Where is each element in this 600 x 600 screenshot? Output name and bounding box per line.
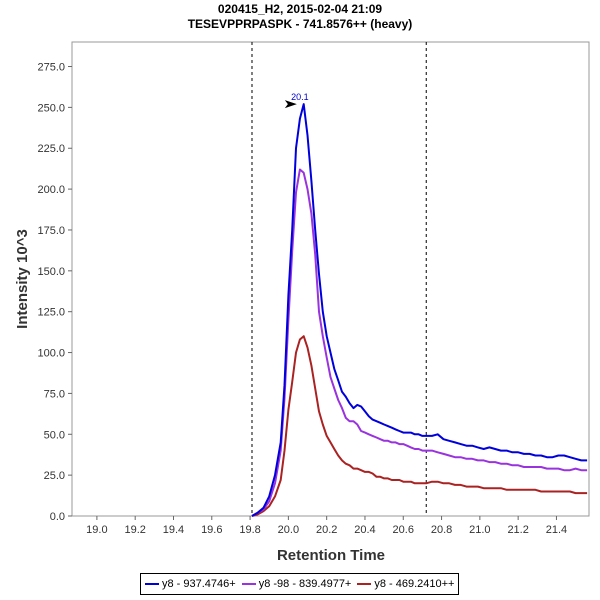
legend-swatch bbox=[357, 583, 372, 585]
peak-arrow-icon bbox=[284, 100, 297, 109]
legend-swatch bbox=[241, 583, 256, 585]
series-line-3 bbox=[251, 335, 588, 517]
y-axis-ticks: 0.0 25.0 50.0 75.0 100.0 125.0 150.0 175.0 200.0… bbox=[37, 62, 72, 523]
x-tick-label: 21.4 bbox=[546, 524, 567, 536]
x-tick-label: 20.6 bbox=[393, 524, 414, 536]
y-tick-label: 0.0 bbox=[50, 511, 65, 523]
y-tick-label: 175.0 bbox=[37, 225, 65, 237]
y-axis-label: Intensity 10^3 bbox=[14, 229, 31, 329]
y-tick-label: 125.0 bbox=[37, 307, 65, 319]
y-tick-label: 25.0 bbox=[44, 470, 65, 482]
x-tick-label: 21.2 bbox=[507, 524, 528, 536]
x-tick-label: 19.4 bbox=[163, 524, 184, 536]
x-tick-label: 20.0 bbox=[278, 524, 299, 536]
legend-item-1: y8 - 937.4746+ bbox=[145, 578, 236, 590]
x-tick-label: 20.8 bbox=[431, 524, 452, 536]
y-tick-label: 250.0 bbox=[37, 102, 65, 114]
series-lines bbox=[251, 103, 588, 517]
legend-label: y8 - 469.2410++ bbox=[374, 578, 455, 590]
y-tick-label: 75.0 bbox=[44, 388, 65, 400]
legend: y8 - 937.4746+ y8 -98 - 839.4977+ y8 - 469… bbox=[140, 573, 460, 595]
x-tick-label: 19.2 bbox=[124, 524, 145, 536]
legend-label: y8 -98 - 839.4977+ bbox=[258, 578, 352, 590]
legend-label: y8 - 937.4746+ bbox=[162, 578, 236, 590]
x-axis-ticks: 19.0 19.2 19.4 19.6 19.8 20.0 20.2 20.4 20.6 20.8… bbox=[86, 516, 567, 536]
peak-annotation: 20.1 bbox=[284, 92, 309, 109]
y-tick-label: 150.0 bbox=[37, 266, 65, 278]
plot-area bbox=[71, 41, 590, 517]
x-tick-label: 19.0 bbox=[86, 524, 107, 536]
peak-label: 20.1 bbox=[291, 92, 309, 102]
chart-subtitle: TESEVPPRPASPK - 741.8576++ (heavy) bbox=[188, 17, 413, 31]
x-tick-label: 19.8 bbox=[239, 524, 260, 536]
y-tick-label: 100.0 bbox=[37, 348, 65, 360]
x-axis-label: Retention Time bbox=[277, 547, 385, 564]
y-tick-label: 275.0 bbox=[37, 62, 65, 74]
x-tick-label: 19.6 bbox=[201, 524, 222, 536]
y-tick-label: 50.0 bbox=[44, 429, 65, 441]
x-tick-label: 20.4 bbox=[354, 524, 375, 536]
series-line-2 bbox=[251, 168, 588, 517]
integration-bounds bbox=[251, 42, 427, 516]
legend-item-2: y8 -98 - 839.4977+ bbox=[241, 578, 352, 590]
legend-swatch bbox=[145, 583, 159, 585]
series-line-1 bbox=[251, 103, 588, 517]
legend-item-3: y8 - 469.2410++ bbox=[357, 578, 454, 590]
chart-title: 020415_H2, 2015-02-04 21:09 bbox=[218, 2, 382, 16]
x-tick-label: 20.2 bbox=[316, 524, 337, 536]
y-tick-label: 200.0 bbox=[37, 184, 65, 196]
y-tick-label: 225.0 bbox=[37, 143, 65, 155]
x-tick-label: 21.0 bbox=[469, 524, 490, 536]
